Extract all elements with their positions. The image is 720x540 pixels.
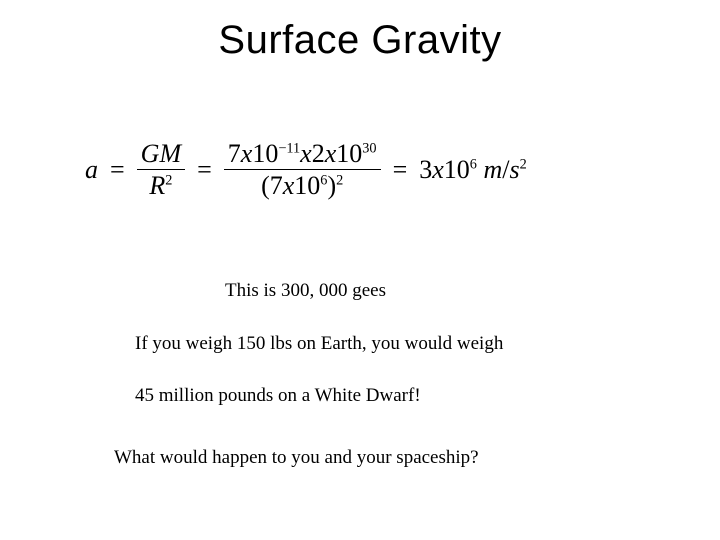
rhs-unit-m: m [483, 155, 502, 184]
slide: Surface Gravity a = GM R2 = 7x10−11x2x10… [0, 0, 720, 540]
f2n-b-x: x [325, 139, 337, 168]
rhs-unit-exp: 2 [520, 156, 527, 172]
f2n-b-exp: 30 [362, 140, 376, 156]
f2d-base: 10 [294, 171, 320, 200]
frac1-denominator: R2 [145, 170, 176, 199]
f2n-b-coef: 2 [312, 139, 325, 168]
white-dwarf-line: 45 million pounds on a White Dwarf! [135, 385, 421, 407]
frac1-den-exp: 2 [165, 173, 172, 189]
equals-sign-2: = [191, 155, 218, 185]
f2n-b-base: 10 [336, 139, 362, 168]
f2d-x: x [283, 171, 295, 200]
rhs-unit-s: s [509, 155, 519, 184]
f2n-a-x: x [241, 139, 253, 168]
frac2-denominator: (7x106)2 [257, 170, 347, 199]
f2n-a-exp: −11 [278, 140, 300, 156]
weigh-line: If you weigh 150 lbs on Earth, you would… [135, 333, 503, 355]
frac1-numerator: GM [137, 140, 185, 170]
fraction-numeric: 7x10−11x2x1030 (7x106)2 [224, 140, 381, 200]
f2d-outer-exp: 2 [336, 173, 343, 189]
rhs-x: x [432, 155, 444, 184]
f2n-a-coef: 7 [228, 139, 241, 168]
equals-sign-1: = [104, 155, 131, 185]
rhs-exp: 6 [470, 156, 477, 172]
rhs-base: 10 [444, 155, 470, 184]
f2d-open: ( [261, 171, 270, 200]
gravity-equation: a = GM R2 = 7x10−11x2x1030 (7x106)2 = 3x… [85, 140, 527, 200]
frac1-den-base: R [149, 171, 165, 200]
f2n-mid-x: x [300, 139, 312, 168]
fraction-gm-r2: GM R2 [137, 140, 185, 200]
frac2-numerator: 7x10−11x2x1030 [224, 140, 381, 170]
question-line: What would happen to you and your spaces… [114, 447, 479, 469]
eq-lhs-var: a [85, 155, 98, 185]
slide-title: Surface Gravity [0, 0, 720, 63]
rhs-coef: 3 [419, 155, 432, 184]
f2d-coef: 7 [270, 171, 283, 200]
f2d-close: ) [327, 171, 336, 200]
gees-line: This is 300, 000 gees [225, 280, 386, 302]
f2n-a-base: 10 [252, 139, 278, 168]
eq-rhs: 3x106 m/s2 [419, 155, 527, 185]
equals-sign-3: = [387, 155, 414, 185]
